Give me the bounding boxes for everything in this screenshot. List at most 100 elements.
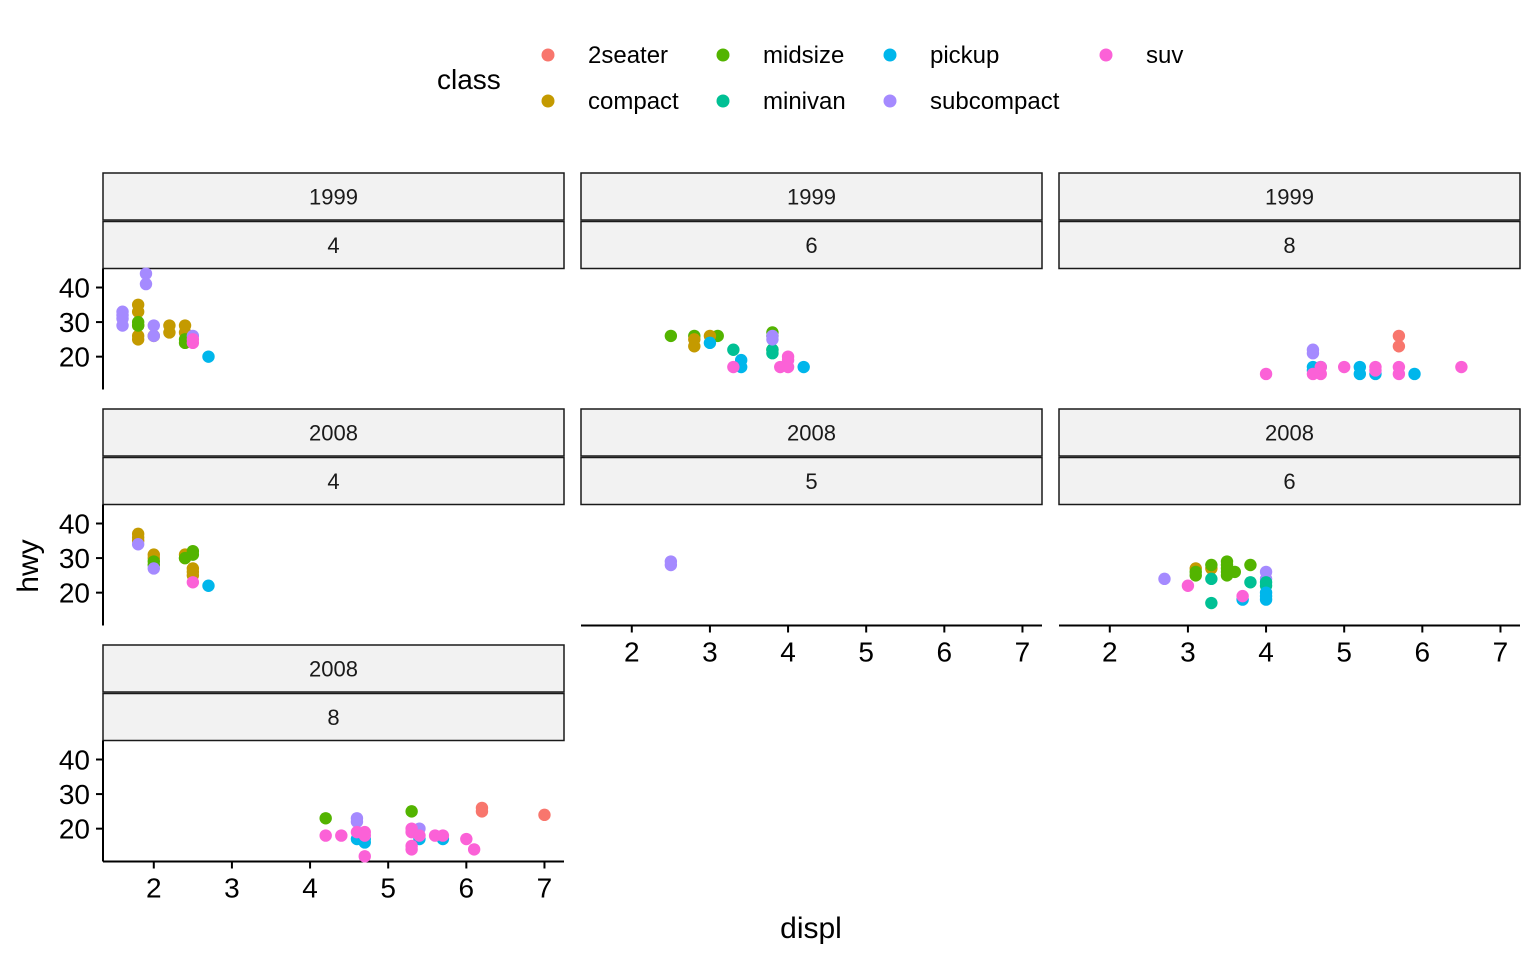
strip-year-label: 1999	[787, 185, 836, 210]
data-point-midsize	[1244, 558, 1257, 572]
data-point-suv	[1314, 360, 1327, 374]
data-point-suv	[1259, 367, 1273, 381]
x-tick-label: 5	[1336, 637, 1352, 668]
data-point-suv	[186, 333, 200, 346]
data-point-suv	[1181, 579, 1195, 592]
strip-cyl	[1058, 456, 1521, 506]
y-tick-label: 30	[59, 543, 90, 574]
data-point-subcompact	[664, 558, 678, 572]
y-tick-label: 40	[59, 509, 90, 540]
data-point-pickup	[202, 579, 215, 592]
strip-year-label: 2008	[309, 421, 358, 446]
data-point-suv	[781, 360, 795, 374]
data-point-suv	[319, 829, 332, 842]
facet-panel-1999-8: 1999 8	[1058, 172, 1521, 381]
strip-cyl-label: 5	[805, 469, 817, 494]
legend-key-minivan	[716, 94, 730, 108]
y-tick-label: 40	[59, 273, 90, 304]
data-point-compact	[688, 340, 701, 353]
x-tick-label: 5	[380, 873, 396, 904]
y-tick-label: 20	[59, 578, 90, 609]
x-tick-label: 6	[459, 873, 475, 904]
strip-year-label: 2008	[1265, 421, 1314, 446]
legend-label-suv: suv	[1146, 42, 1183, 69]
x-tick-label: 3	[702, 637, 718, 668]
legend-label-midsize: midsize	[763, 42, 844, 69]
x-tick-label: 4	[302, 873, 318, 904]
data-point-minivan	[766, 343, 779, 356]
legend-key-pickup	[883, 48, 897, 62]
strip-year-label: 1999	[309, 185, 358, 210]
data-point-subcompact	[766, 329, 779, 343]
strip-year	[102, 644, 565, 693]
data-point-midsize	[405, 805, 418, 818]
data-point-2seater	[1392, 329, 1406, 343]
legend-key-suv	[1099, 48, 1113, 62]
strip-year	[102, 172, 565, 221]
strip-cyl-label: 4	[327, 469, 339, 494]
data-point-subcompact	[139, 267, 153, 280]
facet-panel-1999-6: 1999 6	[580, 172, 1043, 374]
strip-year-label: 2008	[309, 657, 358, 682]
x-tick-label: 3	[224, 873, 240, 904]
strip-cyl	[102, 692, 565, 742]
data-point-2seater	[538, 808, 551, 822]
data-point-subcompact	[116, 312, 129, 325]
data-point-suv	[467, 843, 481, 856]
x-tick-label: 3	[1180, 637, 1196, 668]
data-point-suv	[1236, 589, 1249, 603]
x-tick-label: 6	[937, 637, 953, 668]
strip-cyl-label: 8	[327, 705, 339, 730]
data-point-subcompact	[350, 815, 364, 828]
data-point-midsize	[1189, 565, 1202, 579]
legend-title: class	[437, 64, 501, 95]
x-tick-label: 4	[1258, 637, 1274, 668]
strip-cyl	[102, 220, 565, 270]
x-axis-title: displ	[780, 912, 842, 945]
data-point-minivan	[1205, 596, 1218, 610]
data-point-compact	[131, 333, 145, 346]
strip-cyl	[580, 220, 1043, 270]
x-tick-label: 7	[1015, 637, 1031, 668]
strip-cyl-label: 8	[1283, 233, 1295, 258]
data-point-suv	[405, 843, 418, 856]
data-point-suv	[436, 829, 450, 842]
data-point-midsize	[664, 329, 678, 343]
legend-label-compact: compact	[588, 88, 679, 115]
legend-label-pickup: pickup	[930, 42, 999, 69]
data-point-midsize	[186, 548, 200, 561]
data-point-suv	[186, 576, 200, 589]
data-point-subcompact	[147, 319, 160, 332]
legend-key-subcompact	[883, 94, 897, 108]
data-point-subcompact	[147, 562, 160, 575]
legend-label-subcompact: subcompact	[930, 88, 1060, 115]
data-point-compact	[163, 326, 176, 339]
data-point-suv	[1455, 360, 1468, 374]
data-point-suv	[413, 829, 426, 842]
data-point-pickup	[703, 336, 717, 350]
strip-cyl	[102, 456, 565, 506]
data-point-suv	[358, 829, 371, 842]
data-point-subcompact	[139, 277, 153, 291]
y-axis-title: hwy	[12, 539, 45, 592]
data-point-subcompact	[131, 538, 145, 551]
legend-key-2seater	[541, 48, 555, 62]
strip-year	[1058, 172, 1521, 221]
data-point-pickup	[1259, 593, 1273, 606]
x-tick-label: 4	[780, 637, 796, 668]
y-tick-label: 40	[59, 745, 90, 776]
x-tick-label: 5	[858, 637, 874, 668]
y-tick-label: 30	[59, 307, 90, 338]
data-point-suv	[727, 360, 740, 374]
data-point-suv	[1369, 364, 1382, 377]
x-tick-label: 7	[537, 873, 553, 904]
strip-cyl-label: 6	[1283, 469, 1295, 494]
data-point-pickup	[202, 350, 215, 363]
data-point-suv	[1392, 367, 1406, 381]
data-point-minivan	[1205, 572, 1218, 586]
legend-label-2seater: 2seater	[588, 42, 668, 69]
data-point-2seater	[475, 805, 489, 818]
